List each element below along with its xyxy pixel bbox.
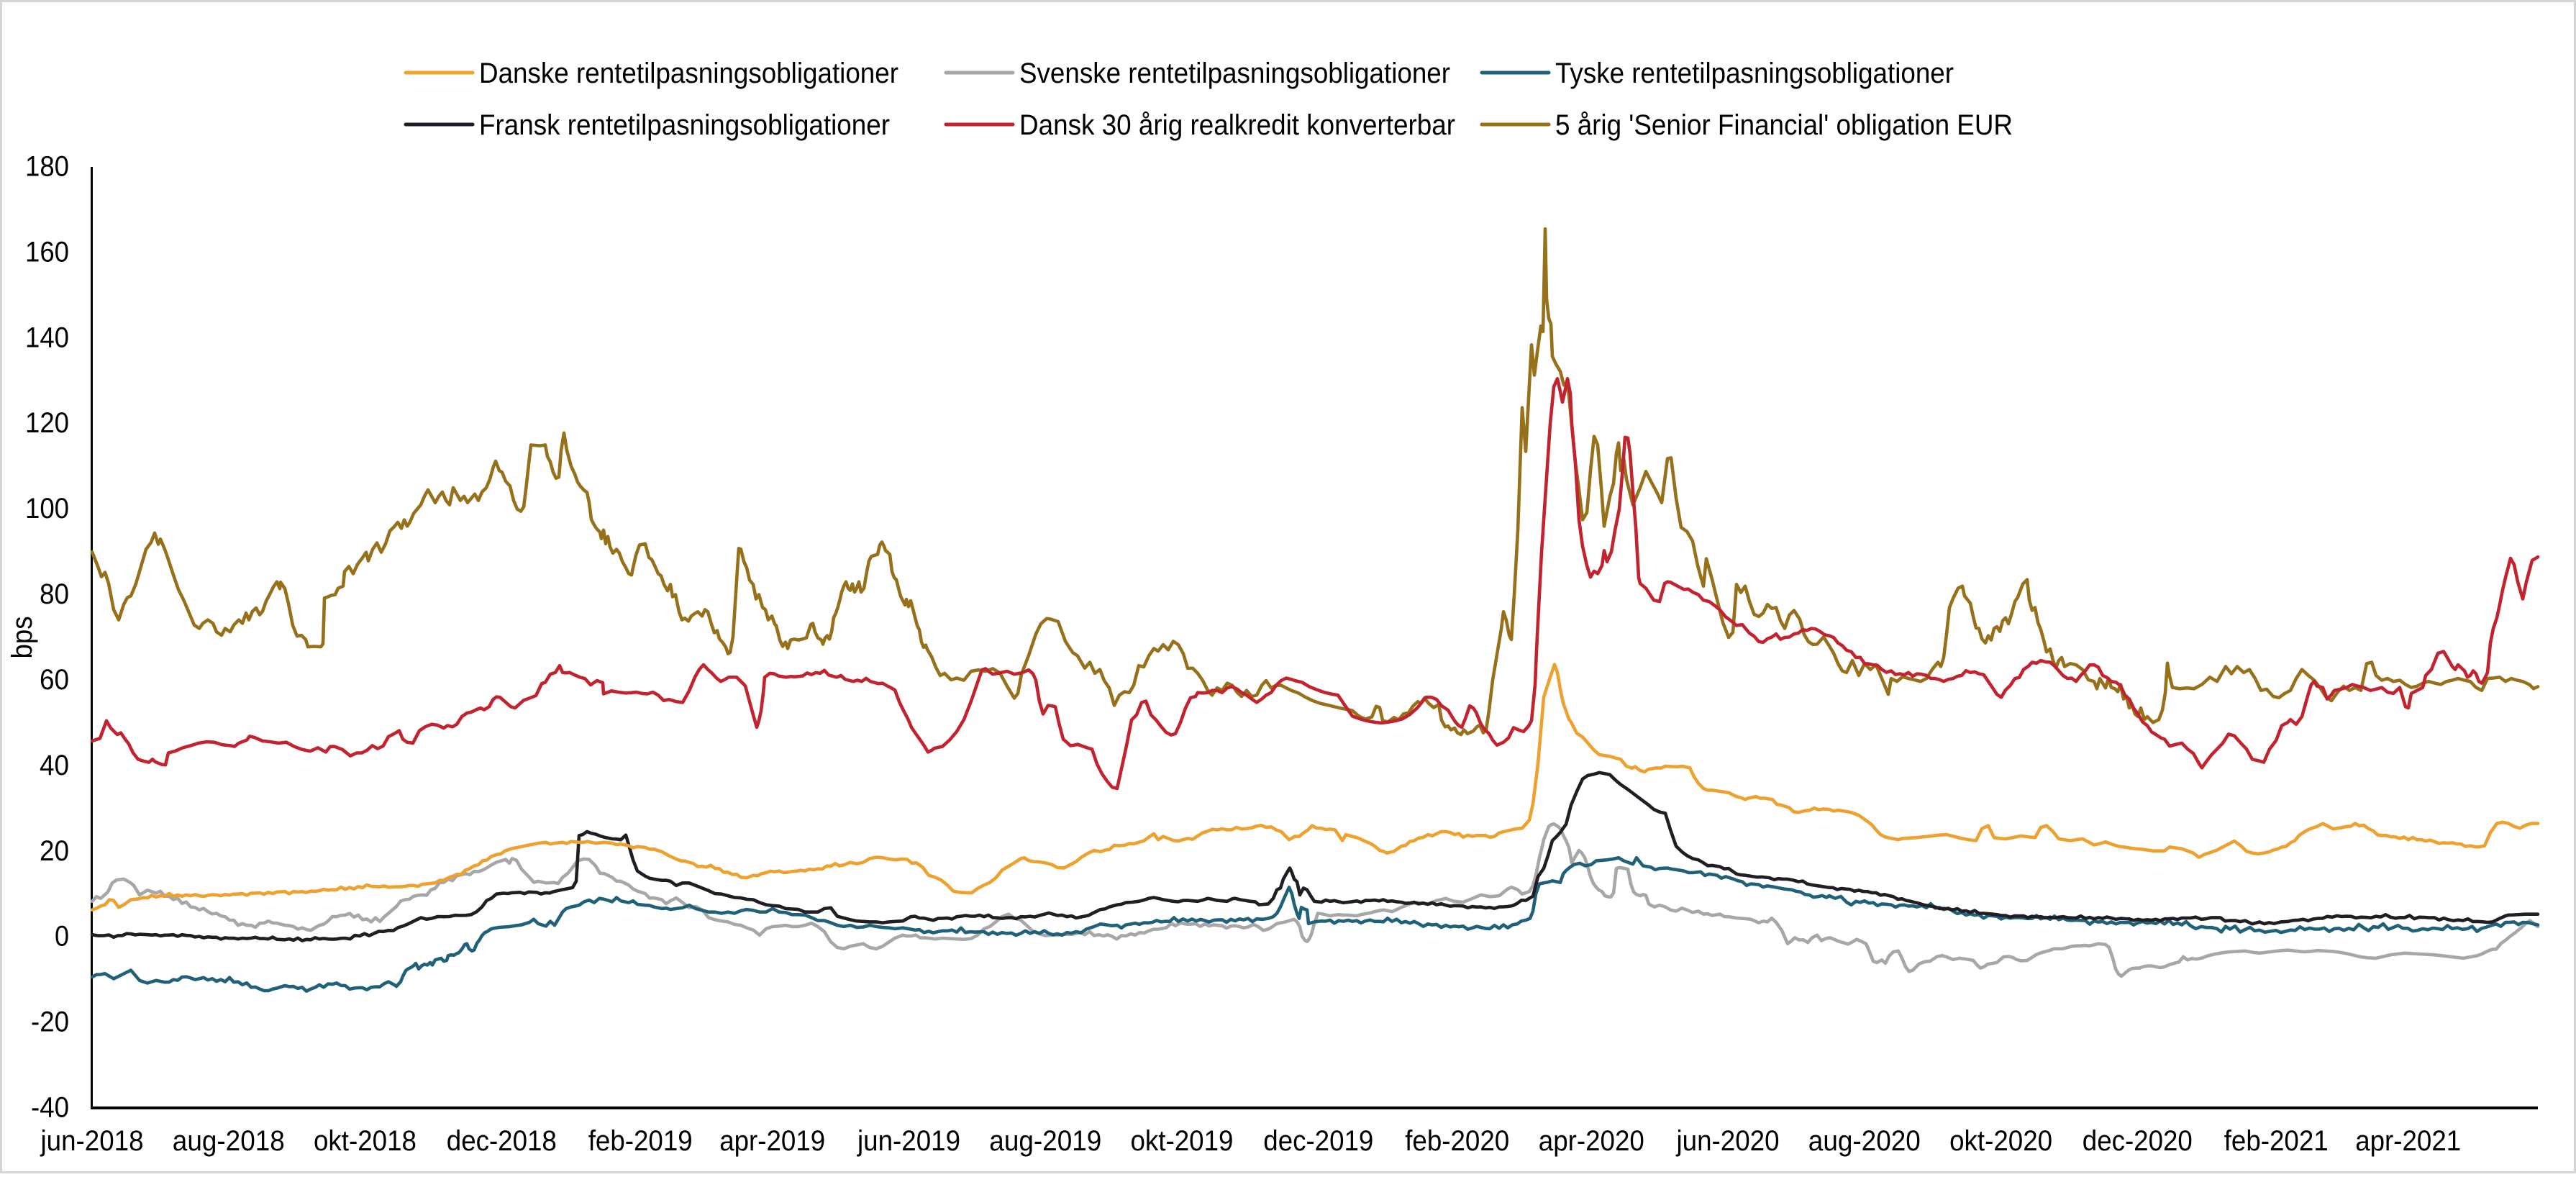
svg-text:feb-2021: feb-2021 [2224, 1125, 2329, 1157]
svg-text:dec-2019: dec-2019 [1263, 1125, 1373, 1157]
svg-text:Svenske rentetilpasningsobliga: Svenske rentetilpasningsobligationer [1019, 58, 1450, 89]
svg-text:80: 80 [40, 578, 69, 610]
svg-text:Dansk 30 årig realkredit konve: Dansk 30 årig realkredit konverterbar [1019, 109, 1455, 141]
svg-text:Tyske rentetilpasningsobligati: Tyske rentetilpasningsobligationer [1555, 58, 1954, 89]
svg-text:100: 100 [25, 493, 69, 524]
svg-text:20: 20 [40, 835, 69, 867]
svg-text:jun-2020: jun-2020 [1676, 1125, 1780, 1157]
svg-text:0: 0 [55, 921, 69, 953]
svg-text:feb-2019: feb-2019 [588, 1125, 693, 1157]
svg-text:180: 180 [25, 151, 69, 183]
svg-text:-20: -20 [31, 1006, 69, 1038]
svg-text:aug-2019: aug-2019 [989, 1125, 1101, 1157]
svg-text:jun-2018: jun-2018 [40, 1125, 144, 1157]
svg-text:40: 40 [40, 750, 69, 781]
svg-text:120: 120 [25, 407, 69, 439]
svg-text:160: 160 [25, 236, 69, 268]
svg-text:okt-2018: okt-2018 [314, 1125, 417, 1157]
svg-text:dec-2020: dec-2020 [2083, 1125, 2193, 1157]
svg-text:-40: -40 [31, 1092, 69, 1124]
svg-text:jun-2019: jun-2019 [857, 1125, 960, 1157]
svg-text:Fransk rentetilpasningsobligat: Fransk rentetilpasningsobligationer [479, 109, 890, 141]
svg-text:5 årig 'Senior Financial' obli: 5 årig 'Senior Financial' obligation EUR [1555, 109, 2013, 141]
svg-text:apr-2019: apr-2019 [719, 1125, 825, 1157]
svg-text:aug-2020: aug-2020 [1808, 1125, 1921, 1157]
svg-text:feb-2020: feb-2020 [1405, 1125, 1509, 1157]
svg-text:apr-2021: apr-2021 [2355, 1125, 2461, 1157]
svg-text:aug-2018: aug-2018 [173, 1125, 285, 1157]
svg-text:Danske rentetilpasningsobligat: Danske rentetilpasningsobligationer [479, 58, 898, 89]
svg-text:dec-2018: dec-2018 [447, 1125, 557, 1157]
svg-text:60: 60 [40, 664, 69, 696]
svg-text:140: 140 [25, 322, 69, 353]
svg-text:apr-2020: apr-2020 [1539, 1125, 1644, 1157]
svg-text:okt-2019: okt-2019 [1131, 1125, 1234, 1157]
svg-text:okt-2020: okt-2020 [1949, 1125, 2052, 1157]
svg-text:bps: bps [6, 617, 38, 659]
